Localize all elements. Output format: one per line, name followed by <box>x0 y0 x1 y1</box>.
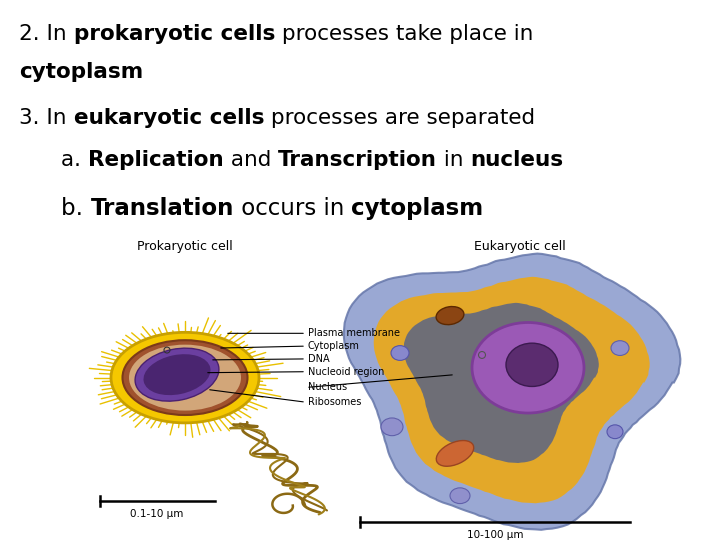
Text: cytoplasm: cytoplasm <box>351 197 484 220</box>
Ellipse shape <box>472 322 584 413</box>
Ellipse shape <box>436 441 474 466</box>
Ellipse shape <box>506 343 558 387</box>
Text: Replication: Replication <box>88 150 224 170</box>
Text: b.: b. <box>61 197 91 220</box>
Text: 10-100 μm: 10-100 μm <box>467 530 523 540</box>
Ellipse shape <box>381 418 403 436</box>
Text: DNA: DNA <box>308 354 330 364</box>
Text: 3. In: 3. In <box>19 108 74 128</box>
Polygon shape <box>404 303 599 463</box>
Text: 2. In: 2. In <box>19 24 74 44</box>
Text: Translation: Translation <box>91 197 234 220</box>
Ellipse shape <box>143 354 210 395</box>
Text: occurs in: occurs in <box>234 197 351 220</box>
Ellipse shape <box>129 345 241 410</box>
Ellipse shape <box>607 425 623 438</box>
Text: prokaryotic cells: prokaryotic cells <box>74 24 275 44</box>
Text: 0.1-10 μm: 0.1-10 μm <box>130 509 184 518</box>
Text: a.: a. <box>61 150 88 170</box>
Polygon shape <box>374 277 649 503</box>
Text: Plasma membrane: Plasma membrane <box>308 328 400 339</box>
Text: Cytoplasm: Cytoplasm <box>308 341 360 351</box>
Text: eukaryotic cells: eukaryotic cells <box>74 108 264 128</box>
Text: Nucleoid region: Nucleoid region <box>308 367 384 377</box>
Text: and: and <box>224 150 278 170</box>
Text: Transcription: Transcription <box>278 150 437 170</box>
Ellipse shape <box>391 346 409 360</box>
Text: Ribosomes: Ribosomes <box>308 397 361 407</box>
Ellipse shape <box>611 341 629 355</box>
Ellipse shape <box>436 307 464 325</box>
Ellipse shape <box>122 340 248 415</box>
Text: processes take place in: processes take place in <box>275 24 534 44</box>
Text: nucleus: nucleus <box>470 150 563 170</box>
Text: cytoplasm: cytoplasm <box>19 62 144 82</box>
Text: Prokaryotic cell: Prokaryotic cell <box>137 240 233 253</box>
Text: processes are separated: processes are separated <box>264 108 536 128</box>
Polygon shape <box>343 254 680 530</box>
Text: Nucleus: Nucleus <box>308 382 347 393</box>
Ellipse shape <box>111 332 259 423</box>
Text: Eukaryotic cell: Eukaryotic cell <box>474 240 566 253</box>
Ellipse shape <box>135 348 219 401</box>
Text: in: in <box>437 150 470 170</box>
Ellipse shape <box>450 488 470 504</box>
